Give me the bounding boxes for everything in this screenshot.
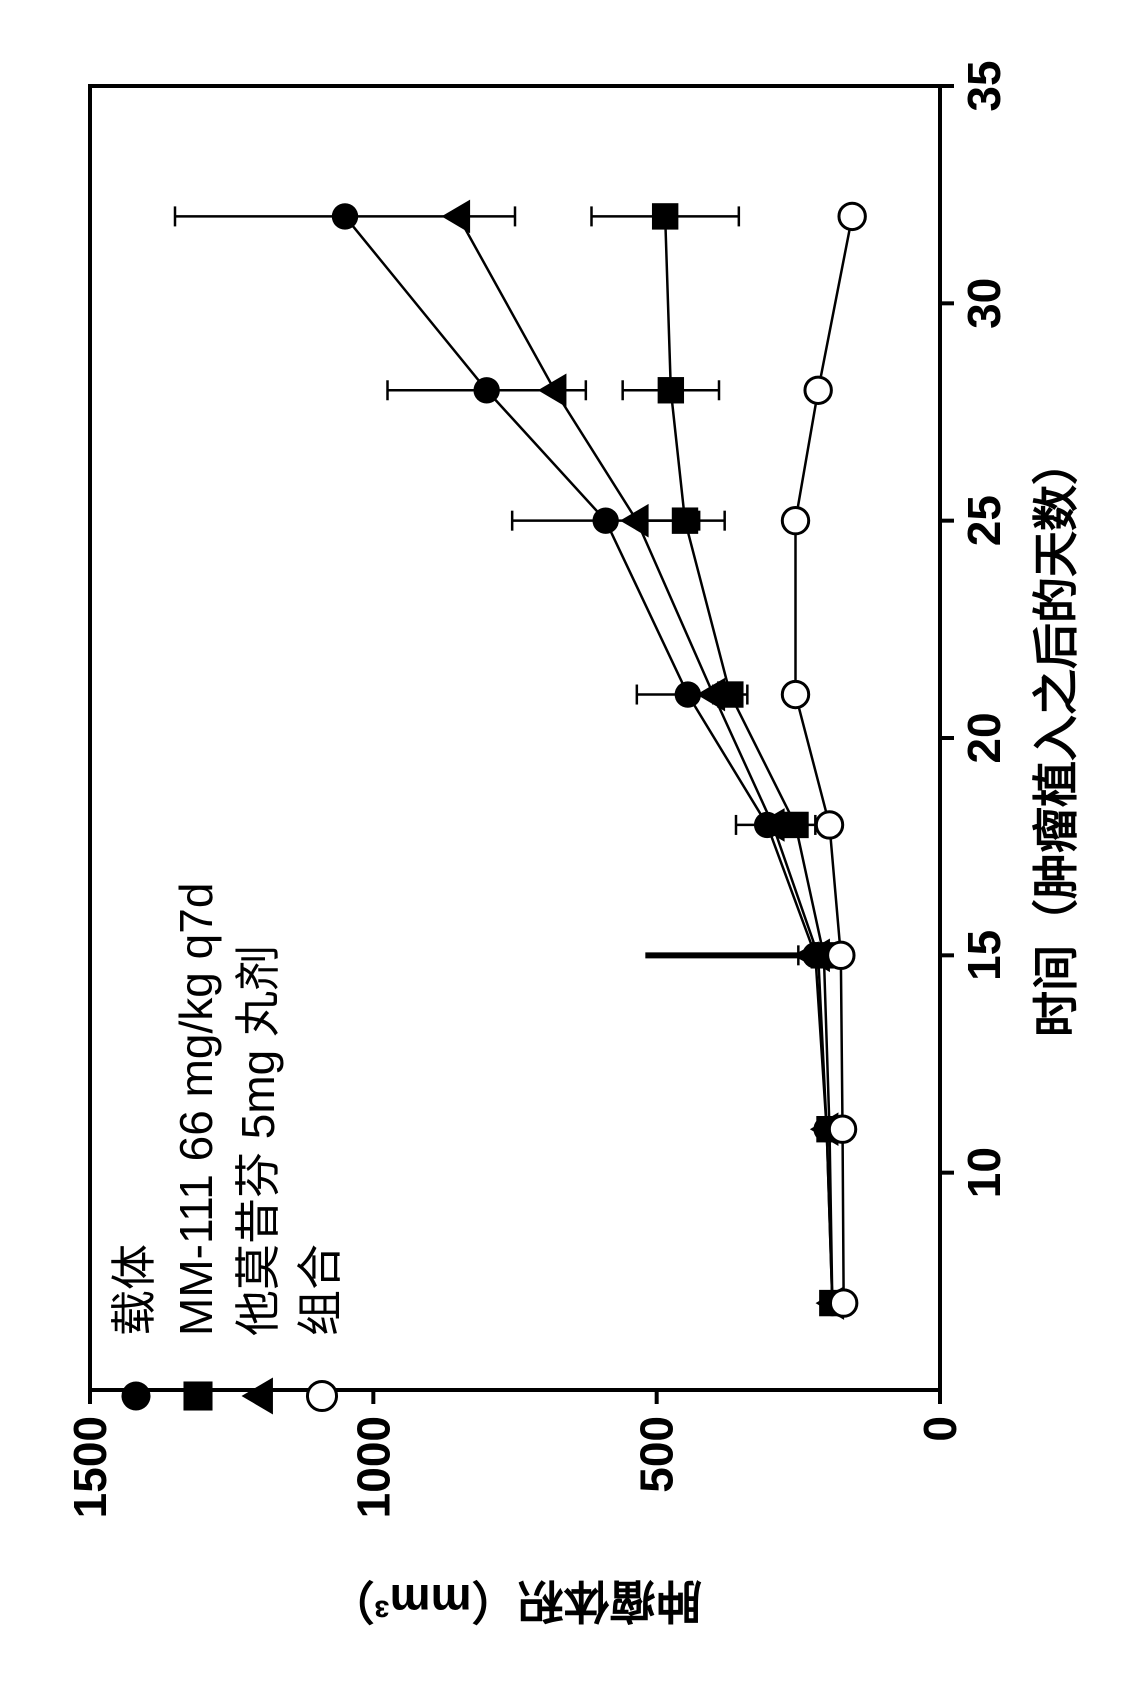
chart-container: 0 500 1000 1500 10 15 20 25 30 35 时间（肿瘤植入之后的天数） 肿瘤体… [0, 0, 1144, 1696]
svg-text:10: 10 [958, 1147, 1010, 1198]
x-axis-label: 时间（肿瘤植入之后的天数） [1030, 439, 1082, 1037]
svg-text:30: 30 [958, 278, 1010, 329]
svg-text:15: 15 [958, 930, 1010, 981]
legend-label: 组合 [294, 1244, 346, 1336]
svg-text:35: 35 [958, 60, 1010, 111]
legend-label: 他莫昔芬 5mg 丸剂 [232, 945, 284, 1336]
svg-text:1500: 1500 [64, 1416, 116, 1518]
legend-label: MM-111 66 mg/kg q7d [170, 883, 222, 1336]
svg-text:25: 25 [958, 495, 1010, 546]
svg-text:500: 500 [631, 1416, 683, 1493]
svg-text:20: 20 [958, 712, 1010, 763]
svg-text:0: 0 [914, 1416, 966, 1442]
svg-text:1000: 1000 [347, 1416, 399, 1518]
y-axis-label: 肿瘤体积（mm³） [328, 1575, 701, 1627]
legend-item: MM-111 66 mg/kg q7d [170, 883, 222, 1411]
tumor-volume-chart: 0 500 1000 1500 10 15 20 25 30 35 时间（肿瘤植入之后的天数） 肿瘤体… [0, 0, 1144, 1696]
legend-label: 载体 [108, 1244, 160, 1336]
